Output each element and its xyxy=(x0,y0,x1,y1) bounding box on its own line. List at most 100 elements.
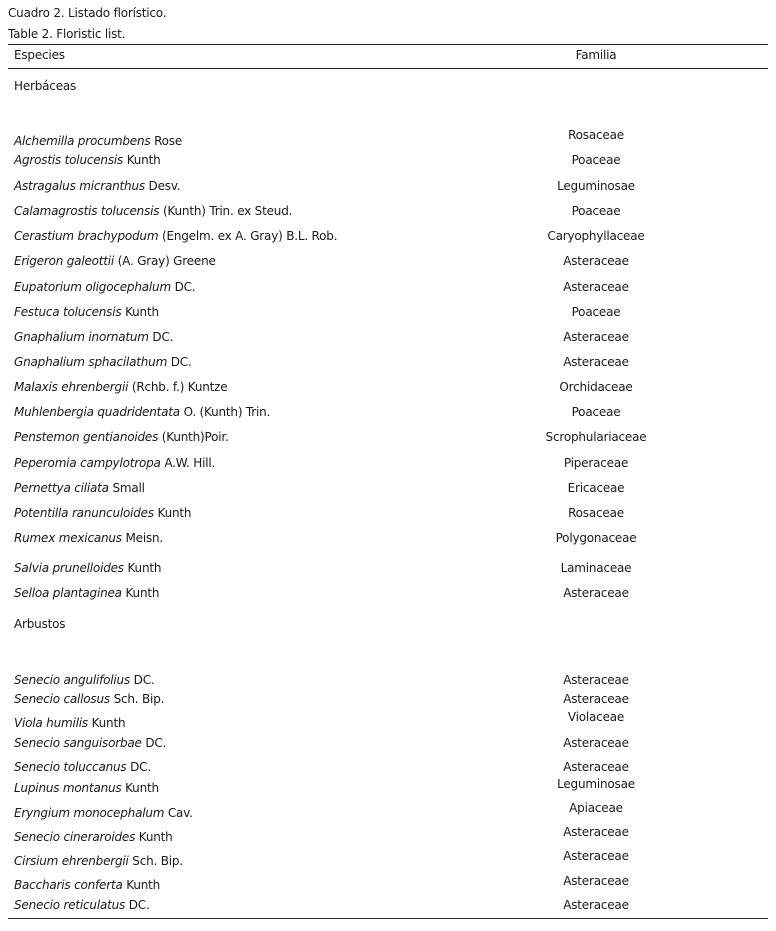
species-author: Desv. xyxy=(148,179,181,193)
species-name: Eryngium monocephalum xyxy=(14,806,165,820)
species-author: Sch. Bip. xyxy=(113,692,165,706)
species-name: Pernettya ciliata xyxy=(14,481,109,495)
caption-english: Table 2. Floristic list. xyxy=(8,27,126,41)
family-cell: Asteraceae xyxy=(563,849,629,863)
species-cell: Senecio callosus Sch. Bip. xyxy=(14,692,164,706)
species-cell: Erigeron galeottii (A. Gray) Greene xyxy=(14,254,216,268)
family-cell: Asteraceae xyxy=(563,586,629,600)
species-name: Senecio angulifolius xyxy=(14,673,131,687)
species-cell: Cerastium brachypodum (Engelm. ex A. Gra… xyxy=(14,229,338,243)
family-cell: Asteraceae xyxy=(563,280,629,294)
column-header-species: Especies xyxy=(14,48,65,62)
species-cell: Salvia prunelloides Kunth xyxy=(14,561,161,575)
species-author: Kunth xyxy=(125,781,159,795)
species-cell: Viola humilis Kunth xyxy=(14,716,126,730)
family-cell: Leguminosae xyxy=(557,179,635,193)
group-label: Herbáceas xyxy=(14,79,77,93)
family-cell: Asteraceae xyxy=(563,355,629,369)
species-author: (Kunth) Trin. ex Steud. xyxy=(162,204,293,218)
species-name: Peperomia campylotropa xyxy=(14,456,161,470)
species-cell: Cirsium ehrenbergii Sch. Bip. xyxy=(14,854,183,868)
species-name: Senecio reticulatus xyxy=(14,898,126,912)
family-cell: Poaceae xyxy=(571,153,621,167)
species-name: Muhlenbergia quadridentata xyxy=(14,405,180,419)
species-name: Gnaphalium sphacilathum xyxy=(14,355,168,369)
species-name: Cerastium brachypodum xyxy=(14,229,159,243)
species-name: Lupinus montanus xyxy=(14,781,122,795)
column-header-family: Familia xyxy=(575,48,617,62)
species-cell: Astragalus micranthus Desv. xyxy=(14,179,181,193)
species-author: DC. xyxy=(145,736,167,750)
species-author: Kunth xyxy=(127,561,162,575)
family-cell: Asteraceae xyxy=(563,874,629,888)
species-cell: Pernettya ciliata Small xyxy=(14,481,145,495)
family-cell: Leguminosae xyxy=(557,777,635,791)
species-name: Rumex mexicanus xyxy=(14,531,122,545)
species-cell: Senecio reticulatus DC. xyxy=(14,898,150,912)
family-cell: Poaceae xyxy=(571,405,621,419)
species-name: Baccharis conferta xyxy=(14,878,123,892)
species-cell: Festuca tolucensis Kunth xyxy=(14,305,159,319)
species-author: DC. xyxy=(130,760,151,774)
species-name: Penstemon gentianoides xyxy=(14,430,159,444)
family-cell: Apiaceae xyxy=(569,801,623,815)
species-cell: Lupinus montanus Kunth xyxy=(14,781,159,795)
species-author: (Rchb. f.) Kuntze xyxy=(131,380,228,394)
species-author: (Kunth)Poir. xyxy=(161,430,229,444)
species-author: Kunth xyxy=(125,586,160,600)
family-cell: Asteraceae xyxy=(563,825,629,839)
species-cell: Potentilla ranunculoides Kunth xyxy=(14,506,192,520)
family-cell: Poaceae xyxy=(571,305,621,319)
species-author: DC. xyxy=(133,673,155,687)
species-author: DC. xyxy=(152,330,174,344)
species-cell: Eryngium monocephalum Cav. xyxy=(14,806,193,820)
species-cell: Senecio toluccanus DC. xyxy=(14,760,151,774)
species-cell: Senecio cineraroides Kunth xyxy=(14,830,173,844)
group-label: Arbustos xyxy=(14,617,66,631)
family-cell: Polygonaceae xyxy=(555,531,637,545)
species-cell: Agrostis tolucensis Kunth xyxy=(14,153,161,167)
species-author: Kunth xyxy=(138,830,173,844)
family-cell: Laminaceae xyxy=(560,561,632,575)
species-cell: Gnaphalium inornatum DC. xyxy=(14,330,173,344)
family-cell: Violaceae xyxy=(567,710,625,724)
species-author: (A. Gray) Greene xyxy=(117,254,216,268)
header-rule xyxy=(8,68,768,69)
species-author: DC. xyxy=(128,898,150,912)
species-name: Senecio toluccanus xyxy=(14,760,127,774)
species-name: Festuca tolucensis xyxy=(14,305,122,319)
family-cell: Asteraceae xyxy=(563,692,629,706)
species-name: Calamagrostis tolucensis xyxy=(14,204,160,218)
species-cell: Rumex mexicanus Meisn. xyxy=(14,531,163,545)
species-cell: Muhlenbergia quadridentata O. (Kunth) Tr… xyxy=(14,405,270,419)
species-author: A.W. Hill. xyxy=(164,456,216,470)
species-author: Kunth xyxy=(157,506,192,520)
species-name: Senecio sanguisorbae xyxy=(14,736,142,750)
species-author: Kunth xyxy=(126,153,161,167)
species-cell: Malaxis ehrenbergii (Rchb. f.) Kuntze xyxy=(14,380,228,394)
species-name: Gnaphalium inornatum xyxy=(14,330,149,344)
family-cell: Rosaceae xyxy=(568,506,624,520)
species-cell: Gnaphalium sphacilathum DC. xyxy=(14,355,192,369)
table-bottom-rule xyxy=(8,918,768,919)
species-name: Malaxis ehrenbergii xyxy=(14,380,129,394)
species-name: Salvia prunelloides xyxy=(14,561,124,575)
species-name: Astragalus micranthus xyxy=(14,179,145,193)
species-name: Viola humilis xyxy=(14,716,88,730)
species-author: DC. xyxy=(174,280,196,294)
species-cell: Penstemon gentianoides (Kunth)Poir. xyxy=(14,430,229,444)
species-cell: Baccharis conferta Kunth xyxy=(14,878,160,892)
caption-spanish: Cuadro 2. Listado florístico. xyxy=(8,6,167,20)
species-name: Senecio callosus xyxy=(14,692,110,706)
family-cell: Asteraceae xyxy=(563,760,629,774)
species-author: O. (Kunth) Trin. xyxy=(183,405,271,419)
family-cell: Orchidaceae xyxy=(559,380,633,394)
species-cell: Alchemilla procumbens Rose xyxy=(14,134,182,148)
family-cell: Asteraceae xyxy=(563,254,629,268)
species-name: Senecio cineraroides xyxy=(14,830,136,844)
species-author: Meisn. xyxy=(125,531,164,545)
species-author: (Engelm. ex A. Gray) B.L. Rob. xyxy=(161,229,338,243)
family-cell: Asteraceae xyxy=(563,673,629,687)
family-cell: Asteraceae xyxy=(563,736,629,750)
species-cell: Senecio sanguisorbae DC. xyxy=(14,736,166,750)
